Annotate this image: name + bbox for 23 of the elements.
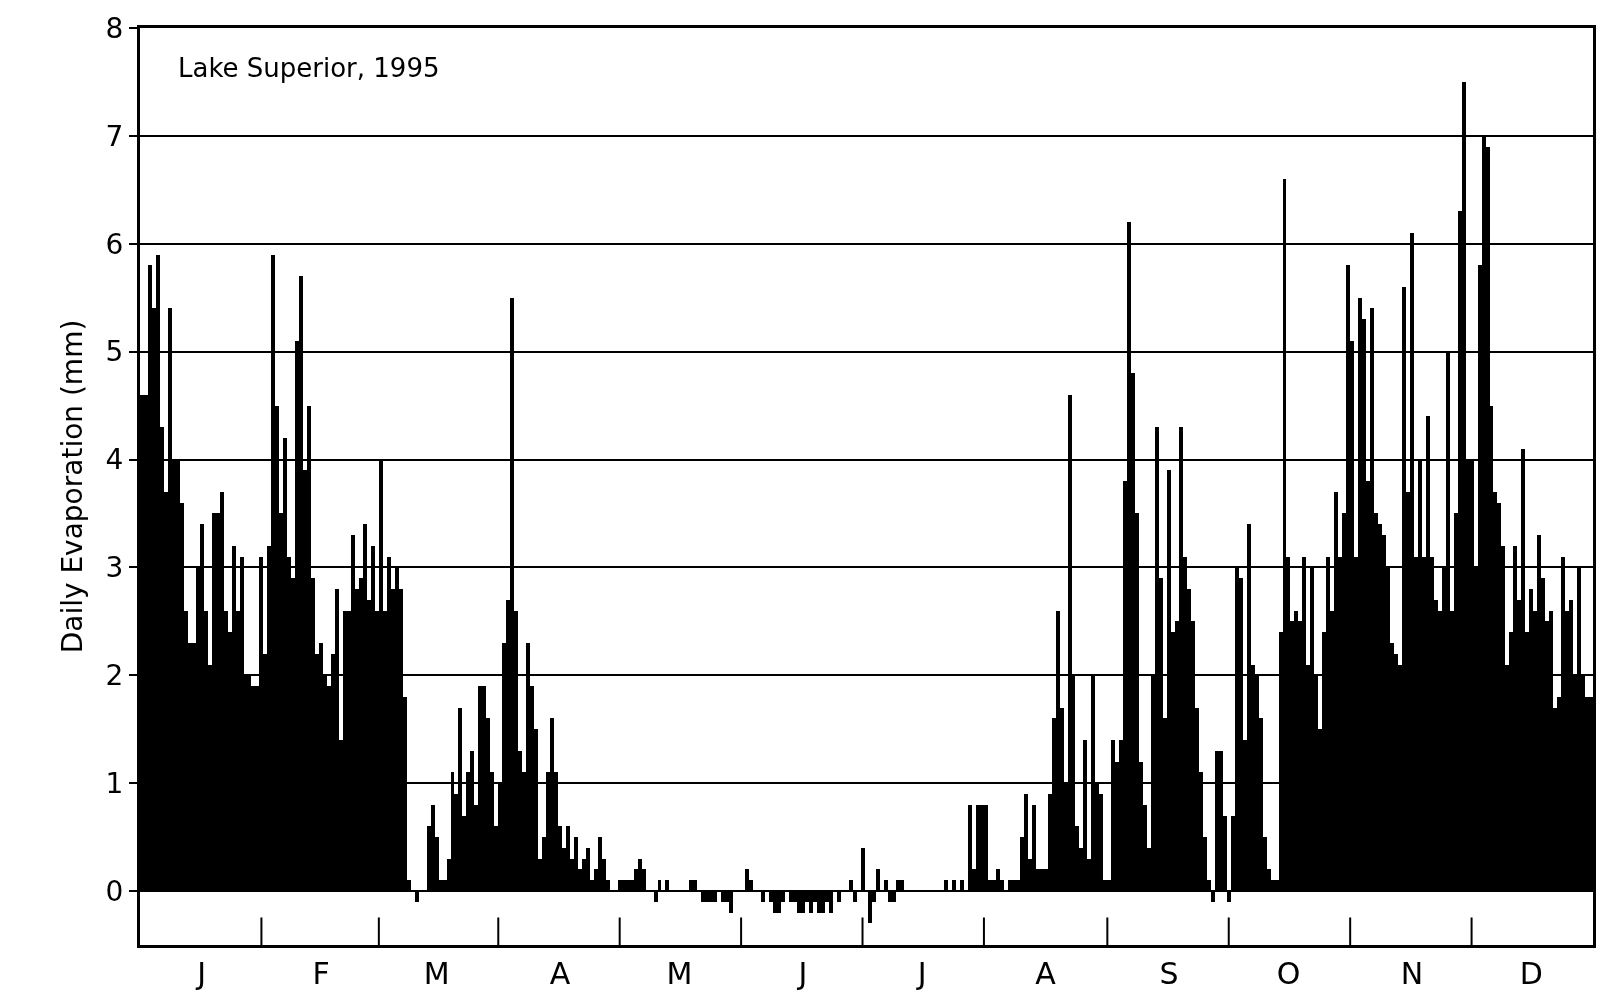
x-tick-label: M: [666, 956, 693, 991]
x-tick-label: S: [1159, 956, 1179, 991]
x-tick-label: O: [1276, 956, 1301, 991]
y-tick-label: 3: [105, 551, 124, 585]
x-tick-label: N: [1400, 956, 1424, 991]
x-tick-label: F: [312, 956, 330, 991]
x-tick-label: J: [195, 956, 207, 991]
x-tick-label: A: [1035, 956, 1057, 991]
annotation: Lake Superior, 1995: [178, 53, 440, 83]
y-tick-label: 2: [105, 659, 124, 693]
x-tick-label: A: [549, 956, 571, 991]
x-tick-label: J: [796, 956, 808, 991]
y-tick-label: 8: [105, 11, 124, 45]
y-tick-label: 4: [105, 443, 124, 477]
y-tick-label: 0: [105, 874, 124, 908]
x-tick-label: D: [1519, 956, 1543, 991]
y-axis-title: Daily Evaporation (mm): [56, 319, 90, 654]
y-tick-label: 1: [105, 766, 124, 800]
x-tick-label: M: [423, 956, 450, 991]
y-tick-label: 7: [105, 119, 124, 153]
y-tick-label: 6: [105, 227, 124, 261]
x-tick-label: J: [915, 956, 927, 991]
y-tick-label: 5: [105, 335, 124, 369]
